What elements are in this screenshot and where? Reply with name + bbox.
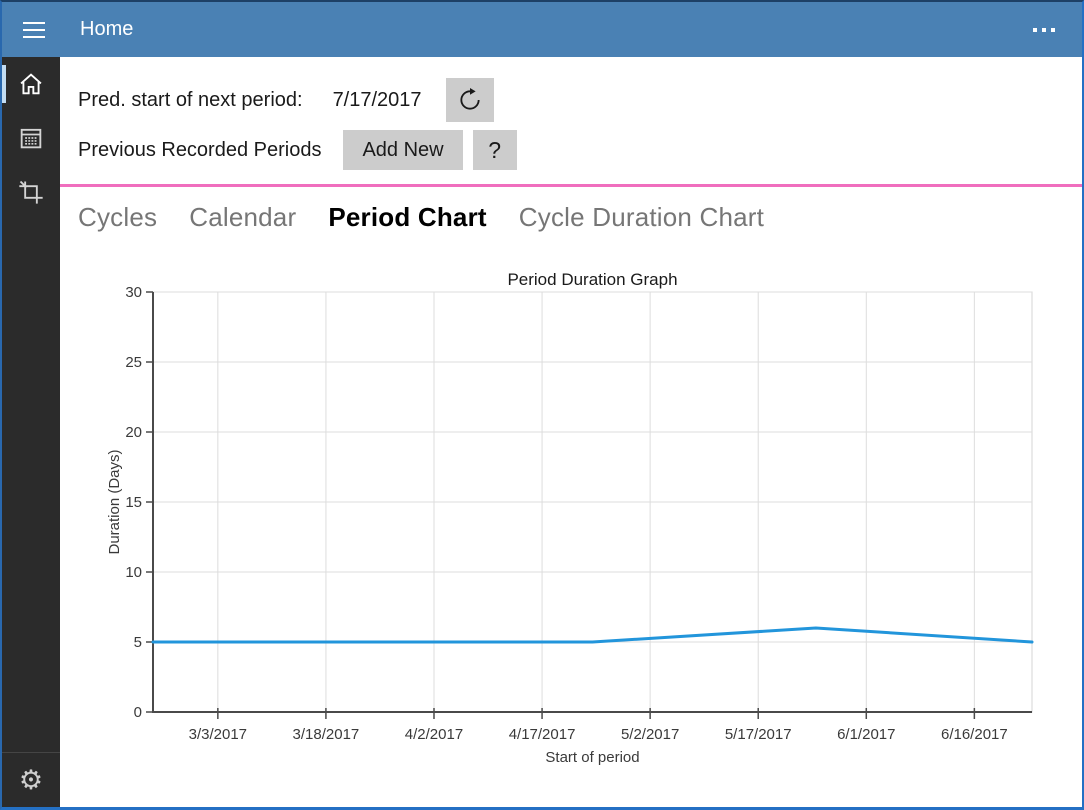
prediction-label: Pred. start of next period: — [78, 88, 303, 111]
svg-text:20: 20 — [125, 424, 142, 441]
tab-calendar[interactable]: Calendar — [189, 202, 297, 232]
refresh-button[interactable] — [445, 78, 494, 122]
prediction-row: Pred. start of next period: 7/17/2017 — [78, 77, 1082, 123]
svg-text:3/3/2017: 3/3/2017 — [189, 726, 247, 743]
previous-periods-row: Previous Recorded Periods Add New ? — [78, 129, 1082, 171]
svg-text:25: 25 — [125, 354, 142, 371]
title-bar: Home — [2, 2, 1082, 57]
svg-text:5/2/2017: 5/2/2017 — [621, 726, 679, 743]
sidebar-spacer — [2, 219, 60, 752]
svg-text:4/17/2017: 4/17/2017 — [509, 726, 576, 743]
sidebar-divider — [2, 752, 60, 753]
tab-cycle-duration-chart[interactable]: Cycle Duration Chart — [518, 202, 765, 232]
svg-text:Start of period: Start of period — [545, 749, 639, 766]
hamburger-menu-icon[interactable] — [10, 6, 58, 54]
svg-text:0: 0 — [134, 704, 142, 721]
calendar-icon — [20, 128, 42, 149]
pivot-tabs: Cycles Calendar Period Chart Cycle Duration… — [78, 202, 1082, 233]
svg-text:Period Duration Graph: Period Duration Graph — [507, 270, 677, 289]
home-icon — [20, 73, 42, 95]
prediction-date-value: 7/17/2017 — [332, 88, 422, 111]
svg-text:3/18/2017: 3/18/2017 — [293, 726, 360, 743]
nav-sidebar: ⚙ — [2, 57, 60, 807]
tab-period-chart[interactable]: Period Chart — [328, 202, 487, 232]
svg-text:5/17/2017: 5/17/2017 — [725, 726, 792, 743]
sidebar-item-settings[interactable]: ⚙ — [2, 753, 60, 807]
refresh-icon — [459, 87, 480, 110]
page-title: Home — [80, 18, 134, 40]
svg-text:10: 10 — [125, 564, 142, 581]
sidebar-item-calendar[interactable] — [2, 111, 60, 165]
chart-canvas: 0 5 10 15 20 25 30 3/3/2017 3/18/2017 4/2/2017 4/1… — [106, 270, 1034, 766]
svg-text:15: 15 — [125, 494, 142, 511]
tab-cycles[interactable]: Cycles — [78, 202, 158, 232]
svg-text:6/1/2017: 6/1/2017 — [837, 726, 895, 743]
period-duration-chart: 0 5 10 15 20 25 30 3/3/2017 3/18/2017 4/2/2017 4/1… — [105, 267, 1082, 778]
add-new-button[interactable]: Add New — [343, 130, 463, 170]
svg-text:4/2/2017: 4/2/2017 — [405, 726, 463, 743]
gear-icon: ⚙ — [18, 764, 44, 795]
svg-text:5: 5 — [134, 634, 142, 651]
crop-chart-icon — [19, 180, 43, 204]
previous-periods-label: Previous Recorded Periods — [78, 138, 322, 161]
pink-divider — [60, 184, 1082, 187]
help-button[interactable]: ? — [472, 130, 517, 170]
svg-text:30: 30 — [125, 284, 142, 301]
svg-text:Duration (Days): Duration (Days) — [106, 449, 123, 554]
main-content: Pred. start of next period: 7/17/2017 Pr… — [60, 57, 1082, 807]
more-ellipsis-icon[interactable] — [1020, 10, 1068, 50]
sidebar-item-chart[interactable] — [2, 165, 60, 219]
selection-indicator — [2, 65, 6, 103]
sidebar-item-home[interactable] — [2, 57, 60, 111]
svg-text:6/16/2017: 6/16/2017 — [941, 726, 1008, 743]
